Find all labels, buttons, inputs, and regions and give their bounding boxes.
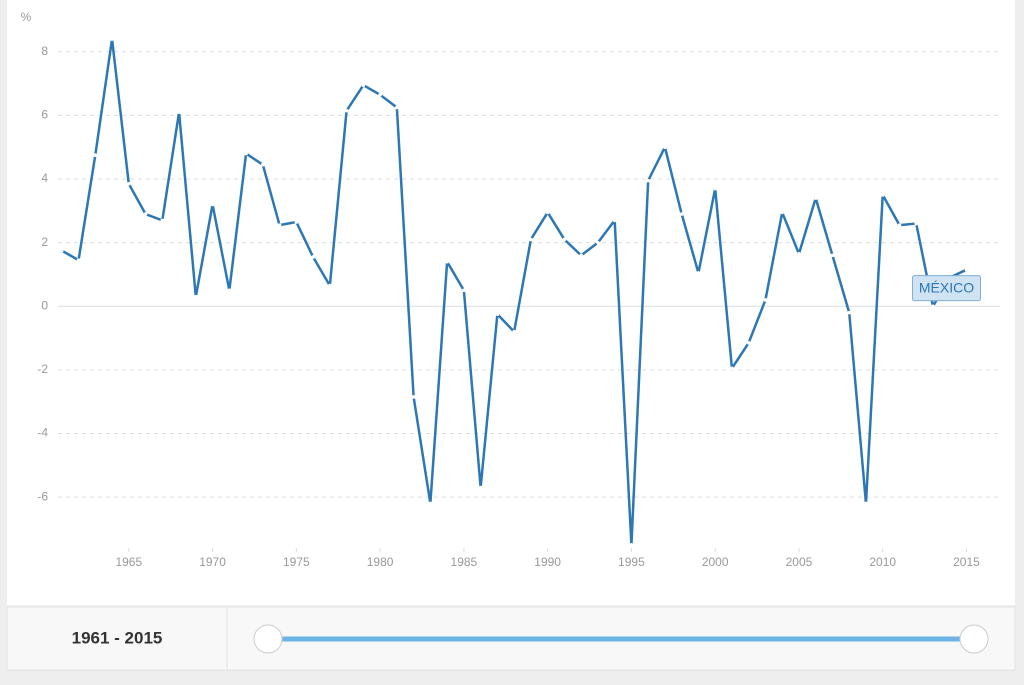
data-point <box>914 221 919 226</box>
data-point <box>143 212 148 216</box>
x-tick-label: 1995 <box>618 555 645 569</box>
x-tick-label: 1975 <box>283 555 310 569</box>
data-point <box>629 543 634 547</box>
data-point <box>411 395 416 399</box>
slider-handle[interactable] <box>253 624 283 654</box>
data-point <box>663 145 667 150</box>
data-point <box>730 366 734 371</box>
data-point <box>713 186 717 191</box>
x-tick-label: 1965 <box>115 555 142 569</box>
data-point <box>428 501 433 506</box>
data-point <box>378 92 382 97</box>
data-point <box>780 210 784 215</box>
data-point <box>311 255 315 259</box>
data-point <box>545 210 550 215</box>
data-point <box>227 288 232 293</box>
y-tick-label: -6 <box>37 489 48 503</box>
y-tick-label: 4 <box>41 171 48 185</box>
data-point <box>210 202 215 207</box>
data-point <box>177 110 181 115</box>
data-point <box>361 83 366 88</box>
slider-handle[interactable] <box>959 624 989 654</box>
x-tick-label: 2010 <box>869 555 896 569</box>
data-point <box>847 310 852 315</box>
data-point <box>880 193 885 197</box>
y-tick-label: 0 <box>41 298 48 312</box>
data-point <box>897 223 902 227</box>
data-point <box>931 304 935 309</box>
data-point <box>328 283 332 288</box>
data-point <box>261 162 265 167</box>
data-point <box>478 485 483 490</box>
data-point <box>797 251 801 256</box>
data-point <box>294 220 299 224</box>
data-point <box>110 37 114 41</box>
y-tick-label: 6 <box>41 108 48 122</box>
data-point <box>646 178 650 183</box>
y-tick-label: 8 <box>41 44 48 58</box>
range-label: 1961 - 2015 <box>72 628 163 647</box>
y-axis-label: % <box>21 10 32 24</box>
data-point <box>395 105 399 110</box>
series-label-box <box>911 275 981 302</box>
data-point <box>512 329 516 334</box>
data-point <box>529 237 533 242</box>
x-tick-label: 2005 <box>786 555 813 569</box>
data-point <box>813 196 818 200</box>
data-point <box>679 212 684 216</box>
data-point <box>445 259 449 264</box>
data-point <box>746 341 751 345</box>
data-point <box>59 248 64 253</box>
x-tick-label: 1970 <box>199 555 226 569</box>
data-point <box>763 298 768 302</box>
data-point <box>194 294 198 299</box>
data-point <box>495 312 500 317</box>
data-point <box>830 253 835 258</box>
data-point <box>864 501 868 506</box>
data-point <box>244 151 248 156</box>
data-point <box>562 237 567 242</box>
data-point <box>964 267 969 272</box>
data-point <box>160 218 165 223</box>
y-tick-label: 2 <box>41 235 48 249</box>
data-point <box>579 253 583 258</box>
y-tick-label: -4 <box>37 426 48 440</box>
data-point <box>596 240 600 245</box>
x-tick-label: 1990 <box>534 555 561 569</box>
x-tick-label: 2015 <box>953 555 980 569</box>
chart-card <box>7 0 1015 605</box>
data-point <box>93 153 98 157</box>
data-point <box>612 218 617 223</box>
data-point <box>462 288 466 293</box>
x-tick-label: 1985 <box>451 555 478 569</box>
y-tick-label: -2 <box>37 362 48 376</box>
series-label: MÉXICO <box>919 279 974 295</box>
data-point <box>696 271 701 275</box>
data-point <box>277 223 282 227</box>
data-point <box>76 258 81 262</box>
x-tick-label: 2000 <box>702 555 729 569</box>
x-tick-label: 1980 <box>367 555 394 569</box>
data-point <box>126 182 131 186</box>
data-point <box>344 108 349 113</box>
